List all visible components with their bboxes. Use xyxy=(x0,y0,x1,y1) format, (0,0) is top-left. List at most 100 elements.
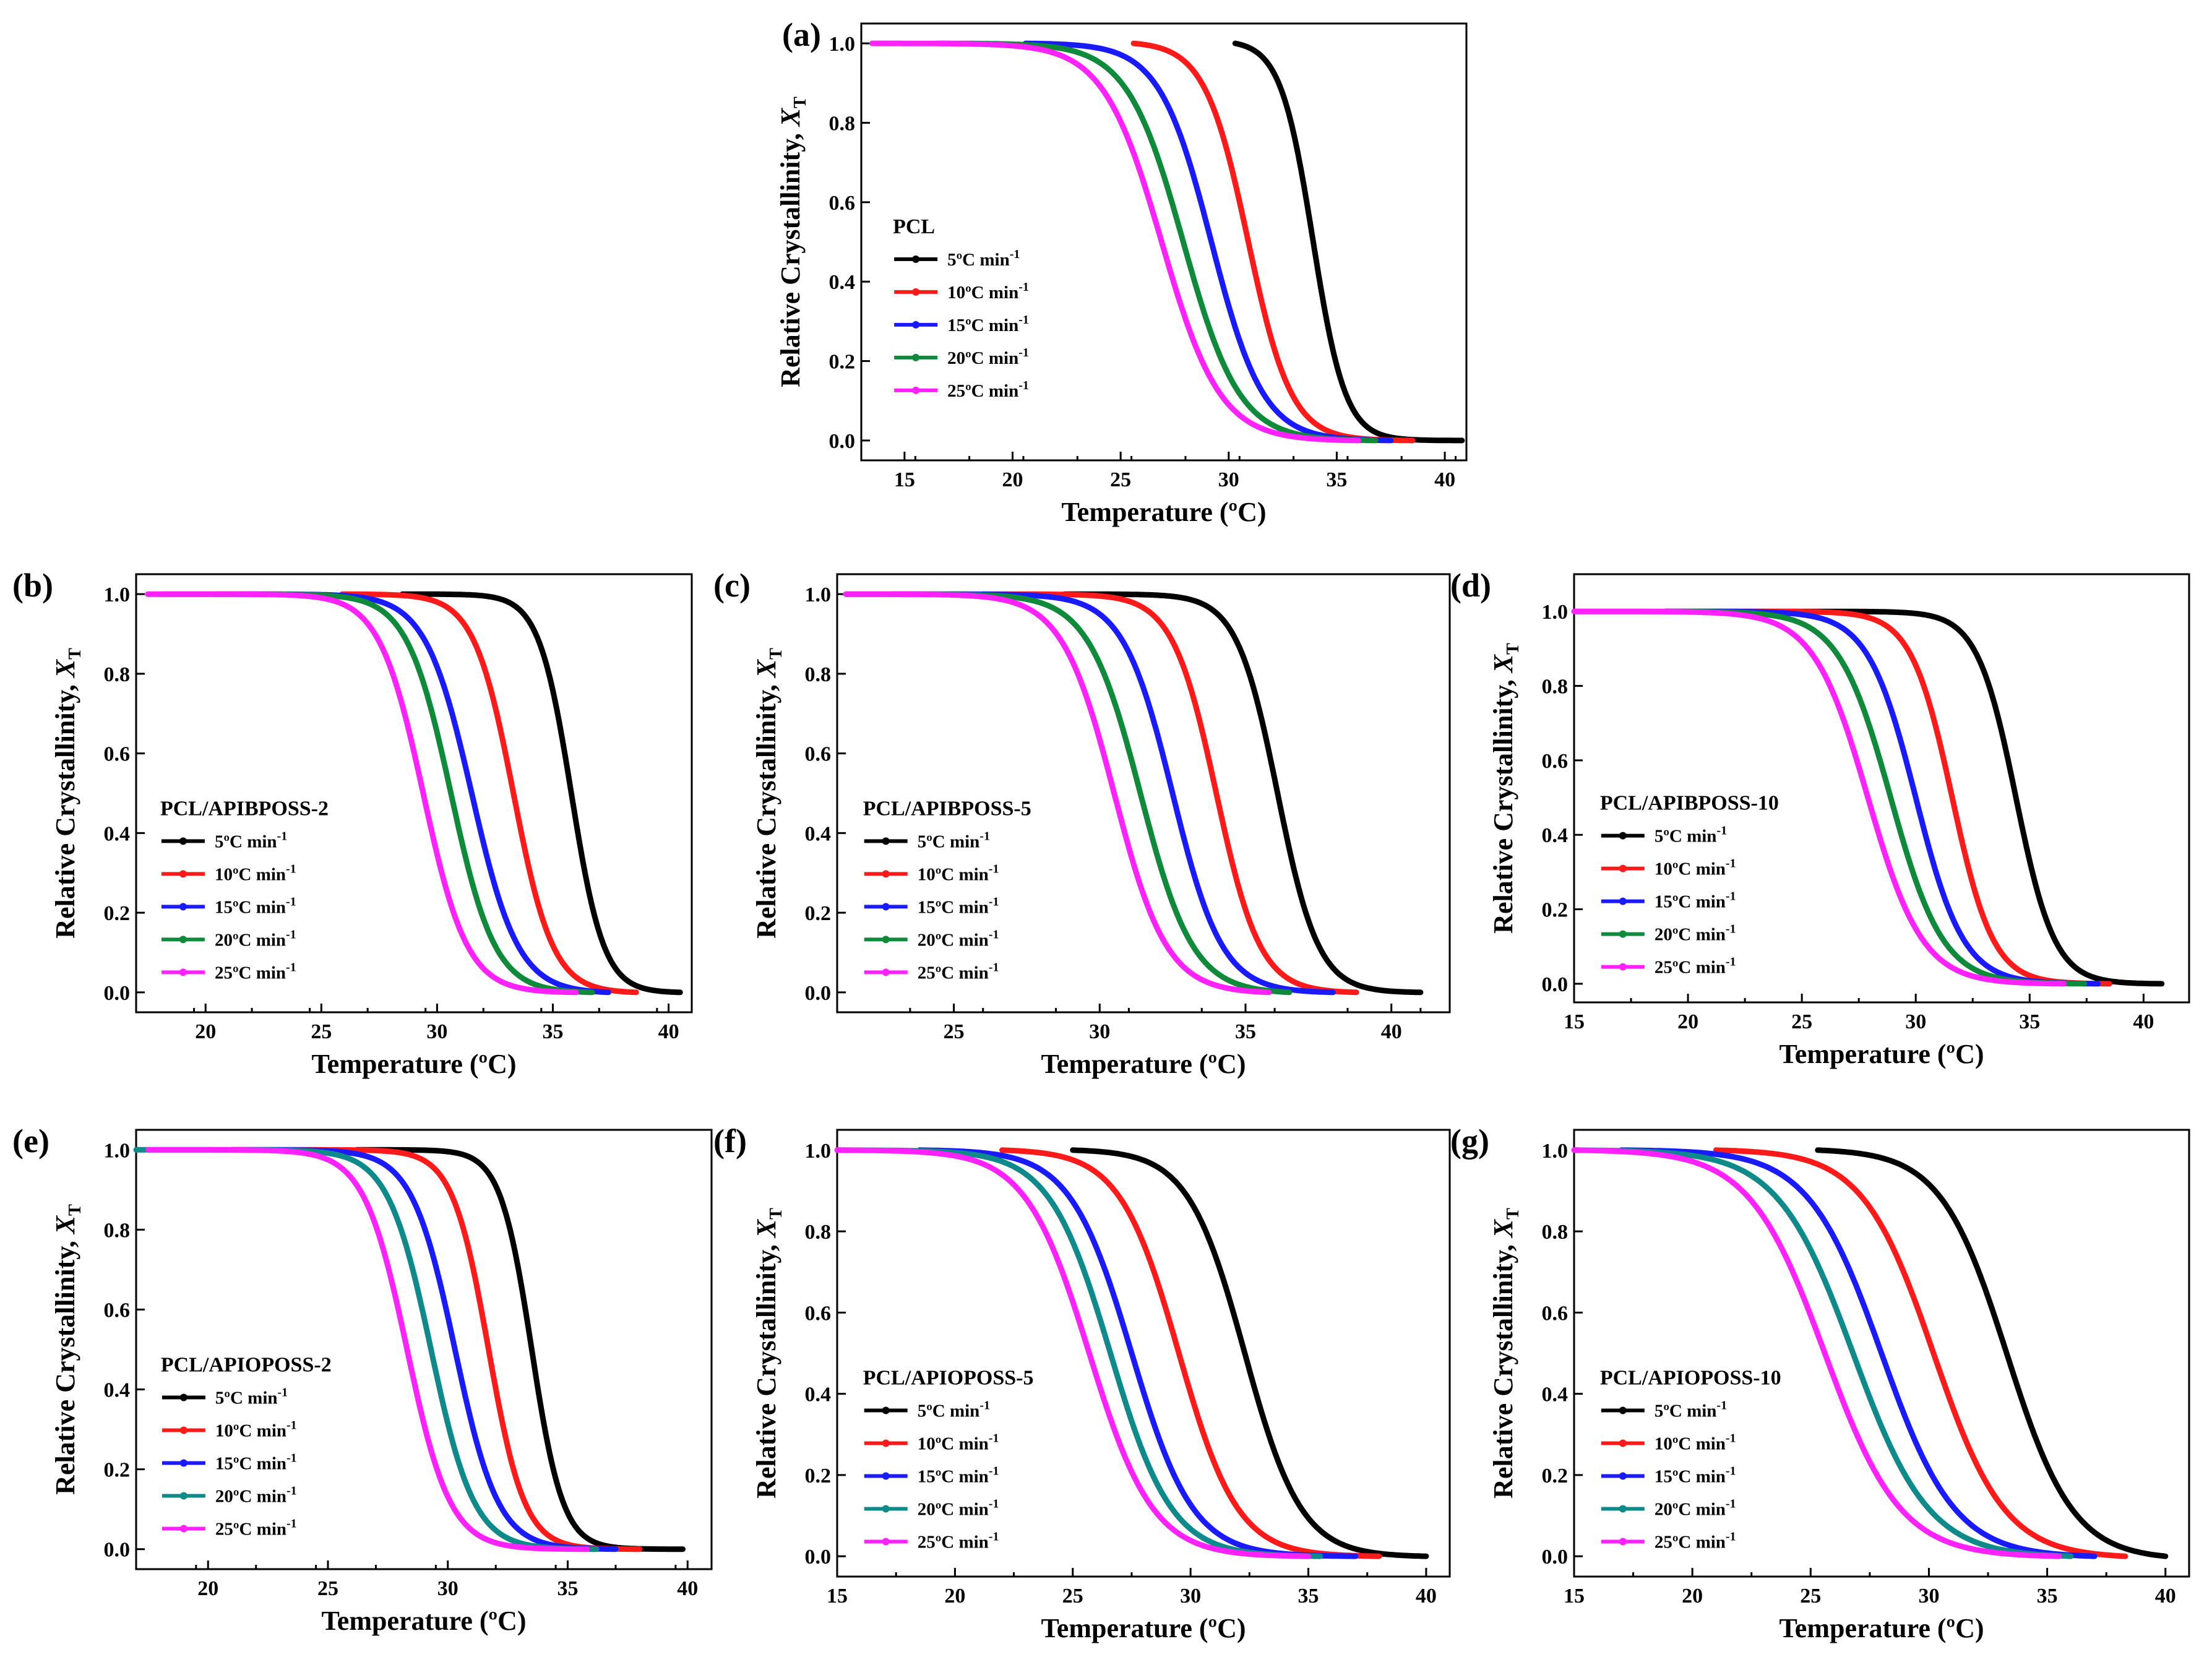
legend-label: 15ºC min-1 xyxy=(1655,890,1736,912)
legend-label: 5ºC min-1 xyxy=(918,829,990,851)
series-line-1 xyxy=(1062,591,1424,996)
y-tick-label: 0.4 xyxy=(104,1379,131,1402)
y-tick-label: 0.8 xyxy=(1542,676,1569,699)
x-tick-label: 25 xyxy=(1800,1585,1821,1608)
x-tick-label: 40 xyxy=(2155,1585,2176,1608)
x-tick-label: 30 xyxy=(1218,468,1239,491)
y-tick-label: 0.6 xyxy=(805,1302,832,1325)
panel-e: 20 25 30 35 40 0.0 0.2 0.4 0.6 0.8 1.0 Temperature … xyxy=(12,1122,713,1636)
legend-marker xyxy=(882,1472,890,1480)
x-tick-label: 25 xyxy=(1791,1010,1812,1033)
x-tick-label: 20 xyxy=(1002,468,1023,491)
legend-label: 20ºC min-1 xyxy=(918,928,999,950)
legend-label: 20ºC min-1 xyxy=(215,928,296,950)
panel-b: 20 25 30 35 40 0.0 0.2 0.4 0.6 0.8 1.0 Temperature … xyxy=(12,567,693,1079)
legend-marker xyxy=(179,936,187,944)
series-line-5 xyxy=(145,591,579,996)
y-axis-label: Relative Crystallinity, XT xyxy=(50,1204,85,1495)
legend-label: 5ºC min-1 xyxy=(215,1386,288,1408)
legend-marker xyxy=(179,1459,187,1467)
y-tick-label: 0.4 xyxy=(1542,824,1569,847)
y-tick-label: 0.4 xyxy=(829,271,856,294)
legend-marker xyxy=(1619,963,1627,971)
panel-label: (e) xyxy=(12,1122,49,1160)
x-tick-label: 35 xyxy=(543,1020,564,1043)
x-axis-label: Temperature (ºC) xyxy=(1041,1613,1246,1643)
x-tick-label: 35 xyxy=(2019,1010,2040,1033)
legend-marker xyxy=(912,353,920,361)
legend-label: 20ºC min-1 xyxy=(947,346,1029,368)
legend-marker xyxy=(912,255,920,263)
series-line-5 xyxy=(843,591,1272,996)
y-tick-label: 0.2 xyxy=(805,1465,832,1487)
y-tick-label: 0.8 xyxy=(104,663,131,686)
legend-marker xyxy=(882,968,890,976)
legend-label: 25ºC min-1 xyxy=(947,379,1029,401)
legend-label: 10ºC min-1 xyxy=(215,862,296,884)
legend-marker xyxy=(1619,1472,1627,1480)
y-tick-label: 0.0 xyxy=(1542,1546,1569,1569)
y-tick-label: 1.0 xyxy=(104,583,131,606)
x-axis-label: Temperature (ºC) xyxy=(1779,1039,1984,1069)
y-tick-label: 0.0 xyxy=(805,982,832,1005)
y-tick-label: 0.6 xyxy=(805,743,832,766)
x-tick-label: 20 xyxy=(944,1585,965,1608)
legend-label: 25ºC min-1 xyxy=(215,960,296,983)
series-line-5 xyxy=(834,1147,1311,1559)
x-tick-label: 40 xyxy=(1381,1020,1402,1043)
legend-label: 25ºC min-1 xyxy=(918,1530,999,1552)
y-tick-label: 0.8 xyxy=(104,1219,131,1242)
y-tick-label: 0.8 xyxy=(805,1221,832,1244)
y-tick-label: 0.4 xyxy=(104,822,131,845)
x-tick-label: 30 xyxy=(1905,1010,1926,1033)
series-line-3 xyxy=(1619,1147,2098,1559)
y-tick-label: 0.6 xyxy=(829,192,856,215)
x-tick-label: 25 xyxy=(944,1020,965,1043)
legend-marker xyxy=(882,903,890,911)
sample-name: PCL/APIBPOSS-5 xyxy=(863,797,1031,820)
legend-label: 10ºC min-1 xyxy=(1655,857,1736,879)
x-axis-label: Temperature (ºC) xyxy=(1061,497,1266,527)
series-line-5 xyxy=(1571,1147,2062,1559)
legend-marker xyxy=(179,1426,187,1434)
legend-marker xyxy=(1619,1439,1627,1447)
x-tick-label: 30 xyxy=(1180,1585,1201,1608)
legend-label: 25ºC min-1 xyxy=(918,960,999,983)
panel-d: 15 20 25 30 35 40 0.0 0.2 0.4 0.6 0.8 1.0 Temperatur… xyxy=(1450,567,2190,1069)
y-tick-label: 0.6 xyxy=(1542,750,1569,773)
y-tick-label: 0.2 xyxy=(1542,1465,1569,1487)
x-tick-label: 30 xyxy=(1918,1585,1939,1608)
y-tick-label: 0.6 xyxy=(104,743,131,766)
y-tick-label: 0.2 xyxy=(1542,899,1569,922)
legend-label: 5ºC min-1 xyxy=(947,247,1020,270)
y-tick-label: 0.6 xyxy=(1542,1302,1569,1325)
legend-marker xyxy=(179,1393,187,1401)
y-tick-label: 0.4 xyxy=(805,1384,832,1406)
sample-name: PCL/APIOPOSS-10 xyxy=(1600,1367,1781,1390)
legend-label: 15ºC min-1 xyxy=(918,1465,999,1487)
legend-marker xyxy=(1619,930,1627,938)
x-tick-label: 15 xyxy=(1564,1010,1585,1033)
legend-marker xyxy=(179,1525,187,1533)
legend-marker xyxy=(179,903,187,911)
panel-label: (a) xyxy=(782,16,821,53)
series-line-2 xyxy=(980,591,1359,996)
legend-label: 10ºC min-1 xyxy=(1655,1432,1736,1454)
x-tick-label: 20 xyxy=(195,1020,216,1043)
panel-label: (f) xyxy=(713,1122,747,1160)
legend-label: 10ºC min-1 xyxy=(918,862,999,884)
legend-marker xyxy=(179,870,187,878)
x-tick-label: 20 xyxy=(1677,1010,1698,1033)
y-tick-label: 0.0 xyxy=(104,982,131,1005)
legend-label: 10ºC min-1 xyxy=(918,1432,999,1454)
legend-label: 20ºC min-1 xyxy=(1655,923,1736,945)
sample-name: PCL/APIBPOSS-10 xyxy=(1600,792,1779,815)
y-tick-label: 1.0 xyxy=(104,1139,131,1162)
series-line-3 xyxy=(916,1147,1359,1559)
x-tick-label: 40 xyxy=(2133,1010,2154,1033)
legend-label: 25ºC min-1 xyxy=(215,1517,297,1539)
series-line-5 xyxy=(1571,608,2067,987)
legend-label: 10ºC min-1 xyxy=(947,280,1029,303)
x-tick-label: 15 xyxy=(827,1585,848,1608)
y-axis-label: Relative Crystallinity, XT xyxy=(50,648,85,939)
